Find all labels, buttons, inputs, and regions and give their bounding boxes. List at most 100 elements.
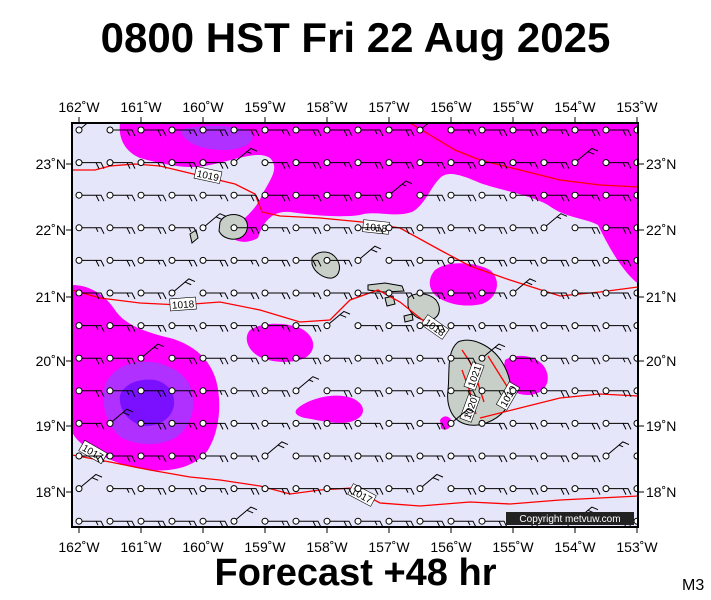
wind-barb bbox=[416, 419, 446, 430]
wind-barb bbox=[571, 419, 601, 430]
wind-barb bbox=[385, 180, 413, 199]
wind-barb bbox=[571, 485, 601, 495]
wind-barb bbox=[447, 159, 477, 169]
wind-barb bbox=[106, 354, 136, 365]
wind-barb bbox=[106, 159, 136, 169]
lon-label-top: 161˚W bbox=[120, 99, 162, 115]
wind-barb bbox=[571, 289, 601, 300]
wind-barb bbox=[75, 256, 105, 267]
lon-label-top: 154˚W bbox=[554, 99, 596, 115]
wind-barb bbox=[416, 517, 446, 527]
wind-barb bbox=[168, 159, 198, 169]
wind-barb bbox=[137, 289, 167, 300]
wind-barb bbox=[509, 126, 539, 137]
wind-barb bbox=[230, 506, 258, 525]
wind-barb bbox=[509, 354, 539, 365]
wind-barb bbox=[168, 354, 198, 365]
island-oahu bbox=[311, 251, 340, 279]
wind-barb bbox=[602, 159, 632, 169]
lon-label-bottom: 155˚W bbox=[492, 539, 534, 555]
wind-barb bbox=[261, 517, 291, 527]
wind-barb bbox=[261, 159, 291, 169]
wind-barb bbox=[261, 289, 291, 300]
wind-barb bbox=[447, 452, 477, 463]
lon-label-bottom: 162˚W bbox=[58, 539, 100, 555]
wind-barb bbox=[385, 256, 415, 267]
wind-barb bbox=[261, 126, 291, 137]
wind-barb bbox=[509, 419, 539, 430]
lon-label-top: 159˚W bbox=[244, 99, 286, 115]
wind-barb bbox=[354, 224, 384, 235]
wind-barb bbox=[540, 191, 570, 202]
wind-barb bbox=[261, 441, 289, 460]
lon-label-top: 153˚W bbox=[616, 99, 658, 115]
wind-barb bbox=[292, 354, 322, 365]
wind-barb bbox=[323, 419, 353, 430]
wind-barb bbox=[416, 224, 446, 235]
wind-barb bbox=[354, 245, 382, 264]
lat-label-right: 22˚N bbox=[646, 222, 676, 238]
wind-barb bbox=[230, 485, 260, 495]
wind-barb bbox=[75, 473, 103, 493]
wind-barb bbox=[230, 322, 260, 332]
wind-barb bbox=[447, 224, 477, 235]
wind-barb bbox=[354, 159, 384, 169]
wind-barb bbox=[602, 191, 632, 202]
forecast-label: Forecast +48 hr bbox=[214, 552, 497, 594]
wind-barb bbox=[75, 452, 105, 463]
wind-barb bbox=[478, 419, 508, 430]
wind-barb bbox=[75, 322, 105, 332]
wind-barb bbox=[385, 419, 415, 430]
wind-barb bbox=[168, 278, 196, 297]
wind-barb bbox=[292, 191, 322, 202]
wind-barb bbox=[292, 376, 320, 395]
lon-labels-top: 162˚W 161˚W 160˚W 159˚W 158˚W 157˚W 156˚… bbox=[58, 99, 658, 115]
lon-label-bottom: 153˚W bbox=[616, 539, 658, 555]
wind-barb bbox=[385, 289, 415, 300]
wind-barb bbox=[199, 213, 227, 232]
wind-barb bbox=[261, 387, 291, 398]
wind-barb bbox=[106, 289, 136, 300]
wind-barb bbox=[602, 224, 632, 235]
lon-labels-bottom: 162˚W 161˚W 160˚W 159˚W 158˚W 157˚W 156˚… bbox=[58, 539, 658, 555]
wind-barb bbox=[571, 224, 601, 235]
wind-barb bbox=[168, 256, 198, 267]
wind-barb bbox=[106, 452, 136, 463]
wind-barb bbox=[540, 213, 568, 232]
wind-barb bbox=[385, 126, 415, 137]
lat-labels-right: 23˚N 22˚N 21˚N 20˚N 19˚N 18˚N bbox=[646, 156, 676, 500]
wind-barb bbox=[199, 354, 229, 365]
wind-barb bbox=[478, 256, 508, 267]
wind-barb bbox=[106, 224, 136, 235]
wind-barb bbox=[540, 419, 570, 430]
wind-barb bbox=[137, 517, 167, 527]
lon-label-bottom: 157˚W bbox=[368, 539, 410, 555]
wind-barb bbox=[540, 485, 570, 495]
wind-barb bbox=[540, 322, 570, 332]
wind-barb bbox=[571, 256, 601, 267]
wind-barb bbox=[199, 289, 229, 300]
wind-barb bbox=[323, 126, 353, 137]
isobar-label: 1019 bbox=[193, 166, 223, 184]
wind-barb bbox=[292, 289, 322, 300]
map-title: 0800 HST Fri 22 Aug 2025 bbox=[100, 14, 611, 61]
wind-barb bbox=[137, 322, 167, 332]
wind-barb bbox=[540, 256, 570, 267]
wind-barb bbox=[137, 387, 167, 398]
wind-barb bbox=[199, 485, 229, 495]
wind-barb bbox=[323, 159, 353, 169]
svg-text:1018: 1018 bbox=[172, 299, 195, 312]
wind-barb bbox=[137, 256, 167, 267]
lon-label-bottom: 156˚W bbox=[430, 539, 472, 555]
wind-barb bbox=[540, 452, 570, 463]
lat-label-left: 19˚N bbox=[36, 418, 66, 434]
wind-barb bbox=[137, 419, 167, 430]
wind-barb bbox=[137, 126, 167, 137]
lon-label-top: 156˚W bbox=[430, 99, 472, 115]
wind-barb bbox=[416, 289, 446, 300]
wind-barb bbox=[168, 387, 198, 398]
wind-barb bbox=[509, 452, 539, 463]
wind-barb bbox=[416, 473, 444, 493]
wind-barb bbox=[106, 322, 136, 332]
wind-barb bbox=[602, 289, 632, 300]
